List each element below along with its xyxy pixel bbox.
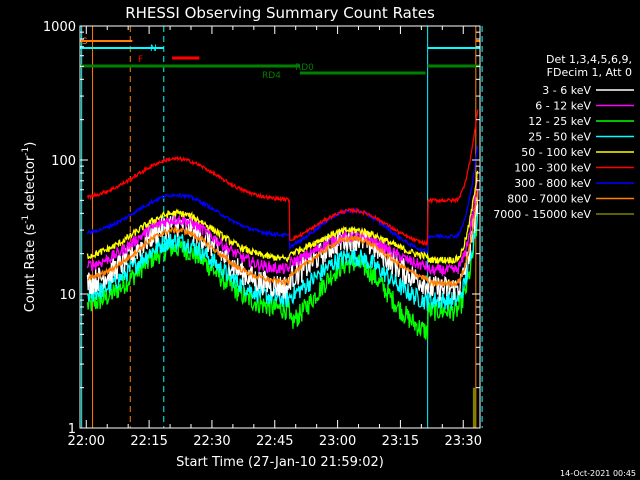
- legend-entry-label: 7000 - 15000 keV: [493, 208, 591, 221]
- series-line-4: [86, 170, 479, 265]
- y-axis-label-sup2: -1: [21, 147, 31, 156]
- series-spike-8: [472, 387, 476, 428]
- chart-title: RHESSI Observing Summary Count Rates: [125, 4, 435, 22]
- y-axis-label: Count Rate (s-1 detector-1): [21, 142, 38, 313]
- legend-entry-label: 3 - 6 keV: [542, 84, 591, 97]
- y-tick-label: 100: [51, 154, 76, 169]
- legend: Det 1,3,4,5,6,9,FDecim 1, Att 0 3 - 6 keV…: [493, 53, 634, 221]
- x-tick-label: 22:00: [68, 434, 105, 449]
- legend-entry-label: 300 - 800 keV: [514, 177, 591, 190]
- night-flag-label: N: [150, 44, 157, 54]
- legend-entry-label: 800 - 7000 keV: [507, 193, 591, 206]
- legend-entry-label: 25 - 50 keV: [528, 131, 591, 144]
- x-axis: 22:00 22:15 22:30 22:45 23:00 23:15 23:30: [68, 26, 482, 449]
- y-axis-label-tail: detector: [23, 155, 38, 215]
- x-tick-label: 23:30: [445, 434, 482, 449]
- series-line-2: [86, 214, 479, 340]
- x-tick-label: 23:15: [382, 434, 419, 449]
- series-line-7: [87, 189, 479, 288]
- flare-flag-label: F: [138, 55, 143, 65]
- rd4-flag-label: RD4: [262, 71, 281, 81]
- legend-header: FDecim 1, Att 0: [547, 66, 632, 79]
- series-line-5: [86, 109, 479, 246]
- x-axis-label: Start Time (27-Jan-10 21:59:02): [176, 455, 384, 470]
- legend-entry-label: 6 - 12 keV: [535, 100, 591, 113]
- y-axis-label-main: Count Rate (s: [23, 224, 38, 313]
- x-tick-label: 22:45: [256, 434, 293, 449]
- y-axis-label-close: ): [23, 142, 38, 147]
- y-tick-label: 1000: [43, 20, 76, 35]
- plot-area: S NF RD0 RD4: [80, 26, 483, 428]
- legend-entry-label: 12 - 25 keV: [528, 115, 591, 128]
- y-tick-label: 10: [59, 288, 76, 303]
- series-line-6: [86, 145, 479, 254]
- y-axis: 1 10 100 1000: [43, 20, 480, 437]
- footer-date: 14-Oct-2021 00:45: [560, 469, 636, 478]
- rd0-flag-label: RD0: [295, 63, 314, 73]
- legend-header: Det 1,3,4,5,6,9,: [546, 53, 632, 66]
- plot-frame: [79, 25, 481, 429]
- saa-flag-label: S: [82, 37, 88, 47]
- y-axis-label-sup: -1: [21, 215, 31, 224]
- series-line-0: [86, 189, 479, 302]
- legend-entry-label: 50 - 100 keV: [521, 146, 591, 159]
- legend-entry-label: 100 - 300 keV: [514, 162, 591, 175]
- x-tick-label: 23:00: [319, 434, 356, 449]
- y-tick-label: 1: [68, 422, 76, 437]
- x-tick-label: 22:30: [193, 434, 230, 449]
- series-line-1: [86, 177, 479, 277]
- series-line-3: [87, 204, 479, 311]
- x-tick-label: 22:15: [130, 434, 167, 449]
